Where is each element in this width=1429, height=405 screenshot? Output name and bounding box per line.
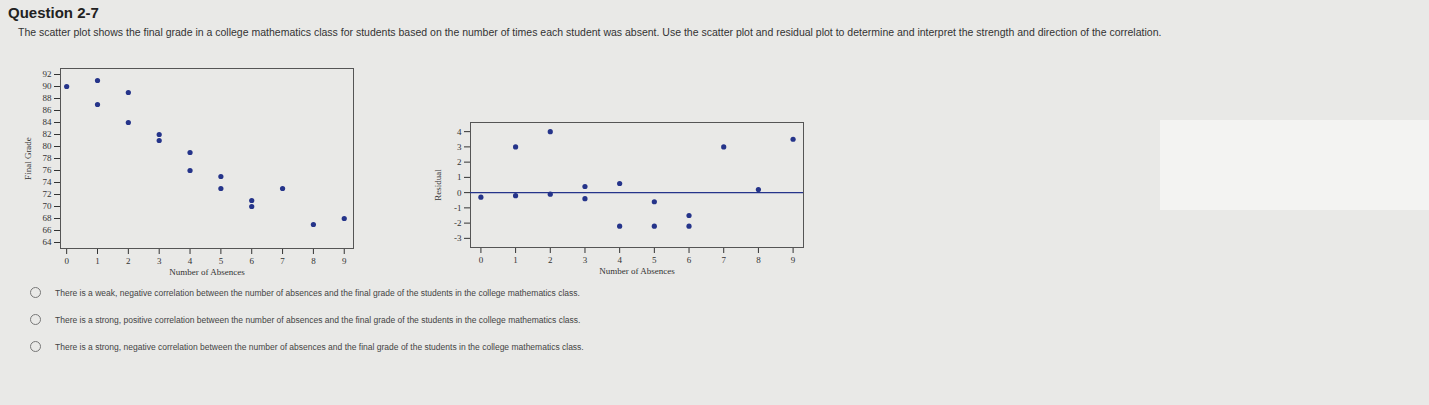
svg-text:2: 2 (457, 157, 462, 167)
html-text:The scatter plot shows the fin: The scatter plot shows the final grade i… (18, 26, 1162, 38)
svg-text:88: 88 (43, 93, 53, 103)
svg-text:4: 4 (188, 256, 193, 266)
svg-text:80: 80 (43, 141, 53, 151)
svg-text:7: 7 (721, 255, 726, 265)
svg-text:Final Grade: Final Grade (23, 137, 33, 180)
svg-text:5: 5 (219, 256, 224, 266)
svg-text:84: 84 (43, 117, 53, 127)
svg-text:70: 70 (43, 201, 53, 211)
svg-text:76: 76 (43, 165, 53, 175)
svg-text:5: 5 (652, 255, 657, 265)
svg-text:74: 74 (43, 177, 53, 187)
svg-text:0: 0 (64, 256, 69, 266)
svg-text:2: 2 (126, 256, 131, 266)
svg-text:Number of Absences: Number of Absences (599, 266, 675, 276)
svg-text:64: 64 (43, 237, 53, 247)
svg-text:6: 6 (687, 255, 692, 265)
svg-text:1: 1 (95, 256, 100, 266)
svg-text:1: 1 (457, 172, 462, 182)
svg-text:4: 4 (457, 127, 462, 137)
svg-text:-1: -1 (454, 203, 462, 213)
svg-text:72: 72 (43, 189, 52, 199)
svg-text:Residual: Residual (433, 169, 443, 201)
svg-text:-3: -3 (454, 233, 462, 243)
svg-text:2: 2 (548, 255, 553, 265)
svg-text:1: 1 (513, 255, 518, 265)
svg-text:0: 0 (479, 255, 484, 265)
svg-text:-2: -2 (454, 218, 462, 228)
svg-text:8: 8 (311, 256, 316, 266)
html-text:There is a strong, positive co: There is a strong, positive correlation … (55, 314, 581, 325)
svg-text:3: 3 (157, 256, 162, 266)
svg-text:7: 7 (280, 256, 285, 266)
html-text:There is a strong, negative co: There is a strong, negative correlation … (55, 341, 584, 352)
svg-text:78: 78 (43, 153, 53, 163)
svg-text:90: 90 (43, 81, 53, 91)
svg-text:86: 86 (43, 105, 53, 115)
svg-text:92: 92 (43, 69, 52, 79)
svg-text:Number of Absences: Number of Absences (169, 267, 245, 277)
svg-text:3: 3 (583, 255, 588, 265)
svg-text:82: 82 (43, 129, 52, 139)
svg-text:8: 8 (756, 255, 761, 265)
svg-text:0: 0 (457, 188, 462, 198)
svg-text:3: 3 (457, 142, 462, 152)
svg-text:9: 9 (342, 256, 347, 266)
svg-text:9: 9 (791, 255, 796, 265)
html-text:Question 2-7: Question 2-7 (8, 4, 99, 21)
svg-text:66: 66 (43, 225, 53, 235)
svg-text:68: 68 (43, 213, 53, 223)
svg-text:4: 4 (617, 255, 622, 265)
html-text:There is a weak, negative corr: There is a weak, negative correlation be… (55, 287, 580, 298)
svg-text:6: 6 (249, 256, 254, 266)
